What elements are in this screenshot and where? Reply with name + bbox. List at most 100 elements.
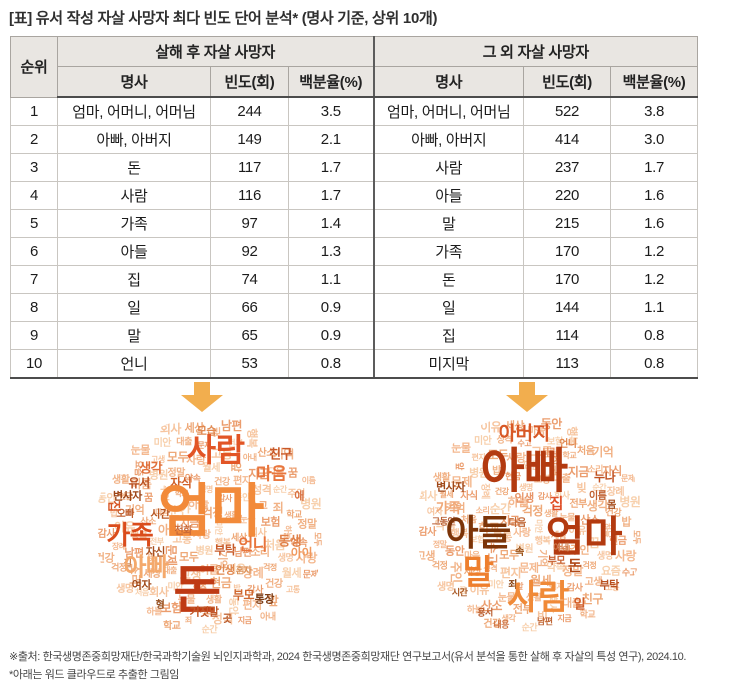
cloud-word-small: 대출 (562, 597, 582, 610)
footnote-note: *아래는 워드 클라우드로 추출한 그림임 (9, 669, 180, 681)
cloud-word-small: 죄 (184, 616, 192, 626)
cloud-word-small: 순간 (273, 485, 287, 495)
cloud-word-small: 고통 (531, 445, 553, 460)
cloud-word-small: 이유 (469, 584, 490, 596)
cloud-word-small: 아내 (242, 452, 257, 462)
cloud-word-small: 감사 (537, 492, 552, 502)
cloud-word-small: 요즘 (192, 584, 207, 594)
cloud-word-small: 기억 (125, 504, 145, 517)
cloud-word: 내용 (493, 619, 509, 630)
cloud-word-small: 현금 (505, 471, 521, 482)
cloud-word-small: 다음 (155, 507, 169, 517)
cloud-word-small: 처음 (460, 514, 477, 525)
table-row: 5 가족 97 1.4 말 215 1.6 (10, 209, 699, 238)
cloud-word-small: 사랑 (186, 454, 206, 467)
table-row: 7 집 74 1.1 돈 170 1.2 (10, 265, 699, 294)
cloud-word-small: 고생 (179, 568, 202, 583)
freq-cell-right: 170 (523, 237, 612, 266)
cloud-word-small: 편지 (233, 475, 251, 487)
cloud-word-small: 이유 (226, 563, 246, 576)
cloud-word-small: 생명 (436, 581, 455, 593)
cloud-word-small: 성격 (496, 434, 513, 445)
cloud-word: 마음 (256, 464, 287, 484)
cloud-word-small: 미안 (153, 437, 172, 449)
cloud-word-small: 모두 (632, 529, 642, 544)
noun-cell-right: 일 (372, 293, 525, 322)
cloud-word-small: 이름 (199, 564, 219, 577)
cloud-word-small: 지금 (237, 615, 252, 625)
cloud-word-small: 건강 (483, 619, 501, 630)
cloud-word-small: 고생 (584, 576, 603, 588)
cloud-word-small: 월세 (439, 490, 454, 500)
cloud-word-small: 사랑 (513, 528, 531, 540)
cloud-word-small: 월세 (281, 567, 302, 580)
table-row: 10 언니 53 0.8 미지막 113 0.8 (10, 349, 699, 379)
rank-cell: 1 (10, 96, 58, 126)
cloud-word-small: 전부 (569, 498, 587, 510)
cloud-word: 자신 (145, 546, 166, 559)
cloud-word-small: 수고 (192, 605, 213, 618)
cloud-word-small: 생명 (277, 552, 294, 563)
cloud-word-small: 세상 (550, 530, 567, 541)
cloud-word-small: 건강 (265, 578, 283, 590)
cloud-word-small: 미안 (487, 579, 504, 590)
noun-cell-right: 말 (372, 209, 525, 238)
cloud-word: 여자 (131, 579, 152, 592)
freq-cell-left: 53 (210, 349, 289, 379)
cloud-word-small: 빚 (147, 552, 156, 563)
cloud-word-small: 학교 (286, 509, 302, 520)
rank-cell: 5 (10, 209, 58, 238)
cloud-word: 전화 (174, 526, 192, 538)
freq-cell-right: 414 (523, 125, 612, 154)
cloud-word-small: 생활 (544, 508, 558, 518)
freq-cell-left: 65 (210, 321, 289, 350)
cloud-word: 사람 (186, 431, 245, 468)
cloud-word-small: 대출 (163, 566, 177, 575)
cloud-word-small: 순간 (201, 624, 218, 635)
cloud-word-small: 세상 (463, 567, 482, 579)
cloud-word-small: 남편 (124, 547, 144, 560)
pct-cell-right: 1.2 (610, 237, 699, 266)
table-row: 4 사람 116 1.7 아들 220 1.6 (10, 181, 699, 210)
cloud-word: 곳 (222, 613, 232, 625)
cloud-word-small: 고통 (492, 531, 513, 544)
cloud-word: 집 (549, 495, 564, 513)
cloud-word-small: 앞 (267, 594, 279, 609)
cloud-word-small: 생명 (116, 583, 134, 595)
cloud-word-small: 세상 (143, 569, 161, 581)
cloud-word-small: 월세 (202, 462, 221, 474)
cloud-word-small: 주인 (287, 489, 305, 501)
cloud-word-small: 감사 (566, 582, 583, 593)
cloud-word-small: 순간 (521, 622, 538, 633)
cloud-word-small: 고생 (150, 454, 165, 464)
col-header-freq-right: 빈도(회) (523, 66, 612, 98)
cloud-word-small: 지금 (557, 613, 572, 623)
noun-cell-left: 말 (57, 321, 211, 350)
cloud-word-small: 기억 (445, 502, 466, 515)
cloud-word-small: 고통 (605, 583, 620, 593)
cloud-word-small: 소리 (250, 546, 270, 559)
cloud-word-small: 남편 (220, 418, 243, 433)
cloud-word-small: 학교 (174, 488, 189, 498)
cloud-word-small: 병원 (148, 469, 169, 482)
cloud-word-small: 미안 (167, 581, 184, 592)
col-header-noun-right: 명사 (372, 66, 525, 98)
cloud-word-small: 산소 (480, 599, 503, 614)
cloud-word-small: 고통 (172, 533, 192, 546)
pct-cell-right: 0.8 (610, 321, 699, 350)
cloud-word-small: 앞 (516, 582, 523, 592)
cloud-word-small: 자식 (602, 465, 622, 478)
figure-title: [표] 유서 작성 자살 사망자 최다 빈도 단어 분석* (명사 기준, 상위… (9, 10, 438, 27)
cloud-word-small: 학교 (579, 609, 596, 620)
wordcloud-other-suicide: 미안 사랑 걱정 행복 지금 생활 병원 하늘 세상 고통 감사 기억 순간 눈물 모두 생명 동안 학교 회사 문제… (416, 414, 646, 638)
rank-cell: 8 (10, 293, 58, 322)
freq-cell-left: 149 (210, 125, 289, 154)
cloud-word-small: 건강 (494, 486, 509, 496)
cloud-word: 아내 (553, 542, 569, 553)
col-header-pct-left: 백분율(%) (287, 66, 375, 98)
cloud-word-small: 행복 (129, 530, 148, 542)
noun-cell-left: 사람 (57, 181, 211, 210)
cloud-word: 아이 (290, 545, 313, 560)
cloud-word-small: 요즘 (522, 460, 541, 472)
cloud-word-small: 감사 (247, 584, 263, 595)
